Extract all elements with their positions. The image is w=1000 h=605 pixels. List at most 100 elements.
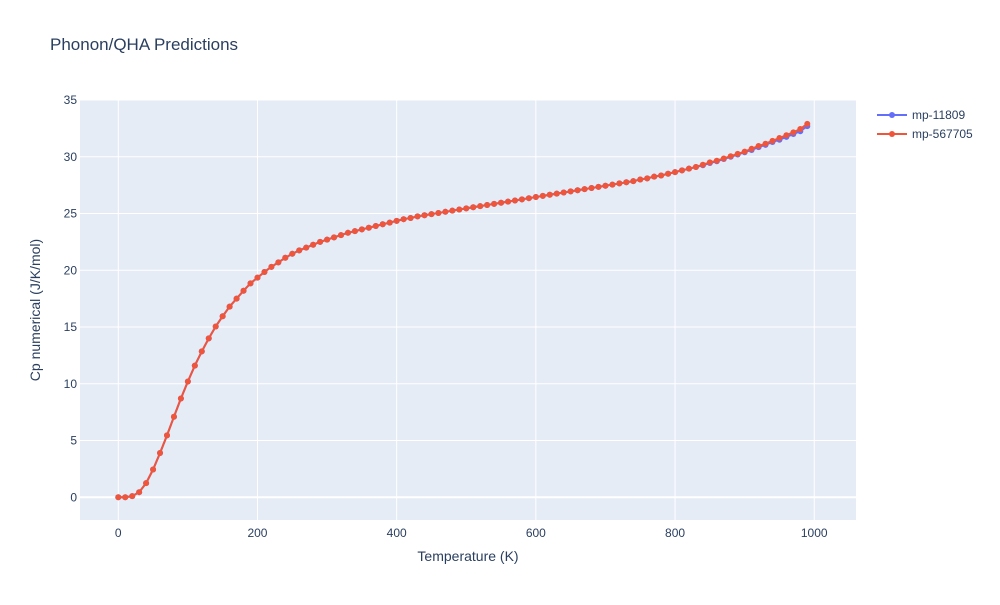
data-point[interactable] (776, 135, 783, 142)
data-point[interactable] (212, 323, 219, 330)
data-point[interactable] (150, 466, 157, 473)
data-point[interactable] (456, 206, 463, 213)
data-point[interactable] (358, 226, 365, 233)
series-line[interactable] (118, 123, 808, 499)
data-point[interactable] (713, 157, 720, 164)
data-point[interactable] (706, 159, 713, 166)
data-point[interactable] (164, 432, 170, 439)
data-point[interactable] (511, 197, 518, 204)
data-point[interactable] (651, 173, 658, 180)
data-point[interactable] (727, 153, 734, 160)
data-point[interactable] (331, 234, 338, 241)
data-point[interactable] (351, 228, 358, 235)
data-point[interactable] (658, 172, 665, 179)
data-point[interactable] (595, 183, 602, 190)
data-point[interactable] (289, 250, 296, 257)
data-point[interactable] (296, 247, 303, 254)
series-mp-567705[interactable] (115, 120, 811, 501)
data-point[interactable] (699, 161, 706, 168)
data-point[interactable] (365, 224, 372, 231)
data-point[interactable] (379, 221, 386, 228)
data-point[interactable] (226, 303, 233, 310)
data-point[interactable] (762, 140, 769, 147)
data-point[interactable] (240, 287, 247, 294)
data-point[interactable] (442, 208, 449, 215)
data-point[interactable] (741, 148, 748, 155)
data-point[interactable] (665, 170, 672, 177)
data-point[interactable] (344, 229, 351, 236)
data-point[interactable] (769, 137, 776, 144)
data-point[interactable] (804, 120, 811, 127)
data-point[interactable] (546, 191, 553, 198)
data-point[interactable] (463, 205, 470, 212)
data-point[interactable] (191, 362, 198, 369)
data-point[interactable] (268, 263, 275, 270)
data-point[interactable] (435, 209, 442, 216)
data-point[interactable] (324, 236, 331, 243)
data-point[interactable] (275, 259, 282, 266)
data-point[interactable] (421, 212, 428, 219)
data-point[interactable] (393, 217, 400, 224)
data-point[interactable] (303, 244, 310, 251)
data-point[interactable] (588, 184, 595, 191)
data-point[interactable] (539, 192, 546, 199)
data-point[interactable] (574, 187, 581, 194)
data-point[interactable] (428, 211, 435, 218)
data-point[interactable] (755, 142, 762, 149)
data-point[interactable] (205, 335, 212, 342)
data-point[interactable] (672, 169, 679, 176)
data-point[interactable] (310, 241, 317, 248)
data-point[interactable] (282, 254, 289, 261)
data-point[interactable] (637, 176, 644, 183)
data-point[interactable] (254, 274, 261, 281)
data-point[interactable] (532, 194, 539, 201)
data-point[interactable] (449, 207, 456, 214)
data-point[interactable] (609, 181, 616, 188)
data-point[interactable] (122, 494, 129, 501)
data-point[interactable] (567, 188, 574, 195)
data-point[interactable] (630, 178, 637, 185)
data-point[interactable] (560, 189, 567, 196)
data-point[interactable] (498, 199, 505, 206)
data-point[interactable] (623, 179, 630, 186)
data-point[interactable] (261, 268, 268, 275)
data-point[interactable] (470, 204, 477, 211)
data-point[interactable] (783, 132, 790, 139)
legend-item[interactable]: mp-11809 (877, 108, 965, 122)
data-point[interactable] (553, 190, 560, 197)
data-point[interactable] (400, 216, 407, 223)
data-point[interactable] (692, 163, 699, 170)
data-point[interactable] (581, 186, 588, 193)
data-point[interactable] (790, 129, 797, 136)
data-point[interactable] (748, 145, 755, 152)
data-point[interactable] (477, 203, 484, 210)
data-point[interactable] (198, 348, 205, 355)
data-point[interactable] (219, 313, 226, 320)
data-point[interactable] (372, 223, 379, 229)
data-point[interactable] (407, 215, 414, 222)
data-point[interactable] (177, 395, 184, 402)
legend-item[interactable]: mp-567705 (877, 127, 973, 141)
data-point[interactable] (136, 489, 143, 496)
data-point[interactable] (797, 125, 804, 132)
data-point[interactable] (414, 213, 421, 220)
data-point[interactable] (129, 493, 136, 500)
data-point[interactable] (337, 232, 344, 239)
data-point[interactable] (644, 175, 651, 182)
data-point[interactable] (386, 219, 393, 226)
data-point[interactable] (518, 196, 525, 203)
data-point[interactable] (484, 202, 491, 208)
data-point[interactable] (143, 480, 150, 487)
data-point[interactable] (602, 182, 609, 189)
data-point[interactable] (679, 167, 686, 174)
data-point[interactable] (491, 200, 498, 207)
data-point[interactable] (720, 155, 727, 162)
data-point[interactable] (616, 180, 623, 187)
data-point[interactable] (184, 378, 191, 385)
data-point[interactable] (685, 165, 692, 172)
data-point[interactable] (157, 450, 164, 457)
data-point[interactable] (525, 195, 532, 202)
data-point[interactable] (170, 413, 177, 420)
legend[interactable]: mp-11809 mp-567705 (877, 108, 973, 141)
data-point[interactable] (734, 150, 741, 157)
